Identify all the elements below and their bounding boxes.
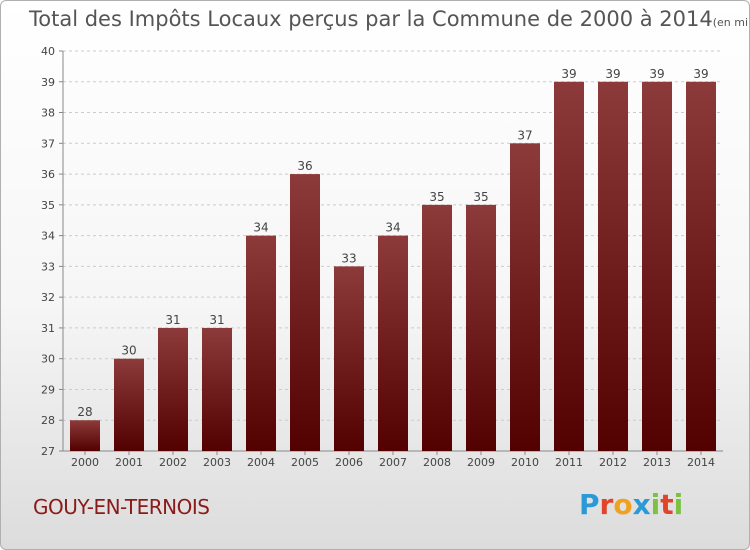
y-tick-label: 30 (41, 353, 55, 366)
bar (642, 81, 672, 452)
logo-letter: o (613, 488, 633, 521)
bar (158, 327, 188, 451)
bar-value-label: 33 (341, 251, 356, 265)
bar-value-label: 30 (121, 344, 136, 358)
bar-value-label: 28 (77, 405, 92, 419)
bar (510, 143, 540, 452)
y-tick-label: 36 (41, 168, 55, 181)
bar (554, 81, 584, 452)
y-tick-label: 35 (41, 199, 55, 212)
bar-value-label: 39 (605, 67, 620, 81)
commune-name: GOUY-EN-TERNOIS (33, 495, 210, 519)
logo-letter: r (599, 488, 614, 521)
bar (202, 327, 232, 451)
x-tick-label: 2002 (159, 456, 187, 469)
x-tick-label: 2007 (379, 456, 407, 469)
y-tick-label: 32 (41, 291, 55, 304)
logo-letter: t (660, 488, 674, 521)
logo-letter: i (673, 488, 684, 521)
bar-value-label: 39 (693, 67, 708, 81)
proxiti-logo: Proxiti (579, 488, 683, 521)
x-tick-label: 2008 (423, 456, 451, 469)
bar-value-label: 31 (165, 313, 180, 327)
bar-value-label: 39 (649, 67, 664, 81)
x-tick-label: 2011 (555, 456, 583, 469)
x-tick-label: 2010 (511, 456, 539, 469)
y-tick-label: 39 (41, 76, 55, 89)
x-tick-label: 2001 (115, 456, 143, 469)
bar (334, 266, 364, 451)
x-tick-label: 2005 (291, 456, 319, 469)
bar-value-label: 35 (473, 190, 488, 204)
bar-value-label: 39 (561, 67, 576, 81)
bar-value-label: 37 (517, 128, 532, 142)
bar (686, 81, 716, 452)
bar-value-label: 34 (253, 221, 268, 235)
y-tick-label: 28 (41, 414, 55, 427)
y-tick-label: 31 (41, 322, 55, 335)
chart-title-text: Total des Impôts Locaux perçus par la Co… (29, 7, 713, 31)
y-tick-label: 27 (41, 445, 55, 458)
x-tick-label: 2013 (643, 456, 671, 469)
bar-value-label: 31 (209, 313, 224, 327)
y-tick-label: 29 (41, 383, 55, 396)
y-tick-label: 33 (41, 260, 55, 273)
y-tick-label: 37 (41, 137, 55, 150)
bar-value-label: 34 (385, 221, 400, 235)
logo-letter: i (650, 488, 661, 521)
logo-letter: x (632, 488, 651, 521)
bar (466, 204, 496, 451)
y-tick-label: 38 (41, 107, 55, 120)
chart-title: Total des Impôts Locaux perçus par la Co… (29, 7, 749, 31)
x-tick-label: 2003 (203, 456, 231, 469)
bar (422, 204, 452, 451)
y-tick-label: 34 (41, 230, 55, 243)
bar (598, 81, 628, 452)
bar-value-label: 35 (429, 190, 444, 204)
x-tick-label: 2000 (71, 456, 99, 469)
logo-letter: P (579, 488, 600, 521)
x-tick-label: 2004 (247, 456, 275, 469)
bar (378, 235, 408, 451)
bar (290, 174, 320, 452)
bar (114, 358, 144, 451)
bar-value-label: 36 (297, 159, 312, 173)
bar (70, 420, 100, 451)
y-tick-label: 40 (41, 45, 55, 58)
x-tick-label: 2009 (467, 456, 495, 469)
x-tick-label: 2006 (335, 456, 363, 469)
x-tick-label: 2012 (599, 456, 627, 469)
x-tick-label: 2014 (687, 456, 715, 469)
chart-unit: (en milliers d'€) (712, 16, 749, 29)
bar (246, 235, 276, 451)
